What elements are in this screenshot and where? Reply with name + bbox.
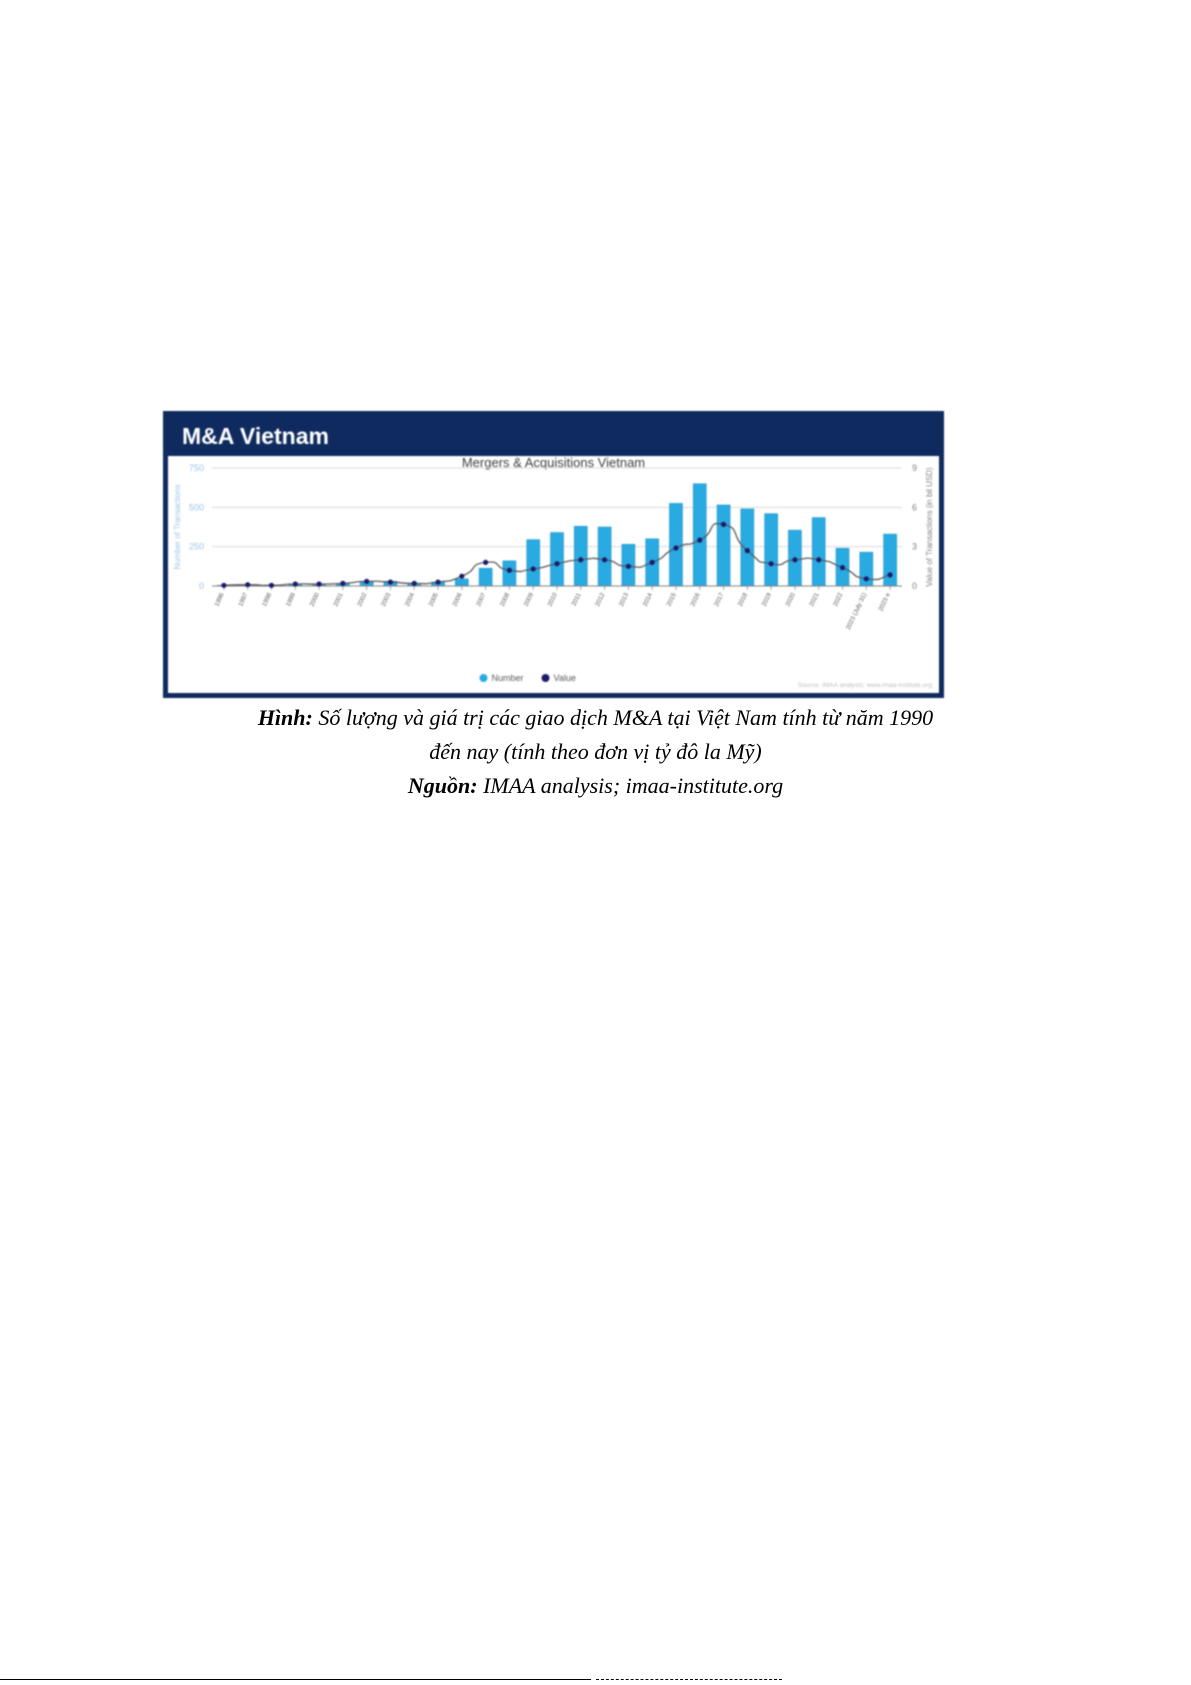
- svg-text:2001: 2001: [332, 591, 344, 607]
- svg-text:2010: 2010: [547, 591, 559, 607]
- svg-text:6: 6: [912, 502, 917, 512]
- svg-text:1997: 1997: [237, 591, 249, 607]
- svg-text:750: 750: [189, 463, 204, 473]
- svg-text:2023 (July 31): 2023 (July 31): [845, 592, 868, 631]
- svg-text:Number: Number: [492, 673, 524, 683]
- svg-text:2002: 2002: [356, 591, 368, 607]
- svg-text:2019: 2019: [761, 591, 773, 607]
- svg-text:2018: 2018: [737, 591, 749, 607]
- svg-text:2005: 2005: [428, 591, 440, 607]
- svg-text:Source: IMAA analysis; www.ima: Source: IMAA analysis; www.imaa-institut…: [798, 682, 932, 689]
- svg-text:2008: 2008: [499, 591, 511, 607]
- svg-text:Value of Transactions (in bil: Value of Transactions (in bil USD): [925, 467, 934, 587]
- svg-text:1996: 1996: [213, 591, 225, 607]
- svg-text:Value: Value: [554, 673, 576, 683]
- svg-text:2017: 2017: [713, 591, 725, 607]
- svg-text:2016: 2016: [689, 591, 701, 607]
- svg-text:1998: 1998: [261, 591, 273, 607]
- svg-text:2014: 2014: [642, 591, 654, 607]
- svg-text:2007: 2007: [475, 591, 487, 607]
- svg-text:2003: 2003: [380, 591, 392, 607]
- svg-text:Number of Transactions: Number of Transactions: [173, 485, 182, 570]
- svg-text:2021: 2021: [808, 591, 820, 607]
- svg-text:3: 3: [912, 542, 917, 552]
- svg-text:500: 500: [189, 502, 204, 512]
- svg-text:9: 9: [912, 463, 917, 473]
- svg-text:0: 0: [912, 581, 917, 591]
- svg-text:2004: 2004: [404, 591, 416, 607]
- svg-text:2012: 2012: [594, 591, 606, 607]
- svg-text:2009: 2009: [523, 591, 535, 607]
- svg-text:2000: 2000: [309, 591, 321, 607]
- svg-text:2006: 2006: [451, 591, 463, 607]
- svg-text:2020: 2020: [784, 591, 796, 607]
- svg-text:2011: 2011: [571, 591, 583, 607]
- svg-text:1999: 1999: [285, 591, 297, 607]
- svg-text:250: 250: [189, 542, 204, 552]
- svg-text:0: 0: [199, 581, 204, 591]
- svg-text:2023 e: 2023 e: [877, 591, 892, 612]
- svg-text:2022: 2022: [832, 591, 844, 607]
- svg-text:2013: 2013: [618, 591, 630, 607]
- svg-text:2015: 2015: [666, 591, 678, 607]
